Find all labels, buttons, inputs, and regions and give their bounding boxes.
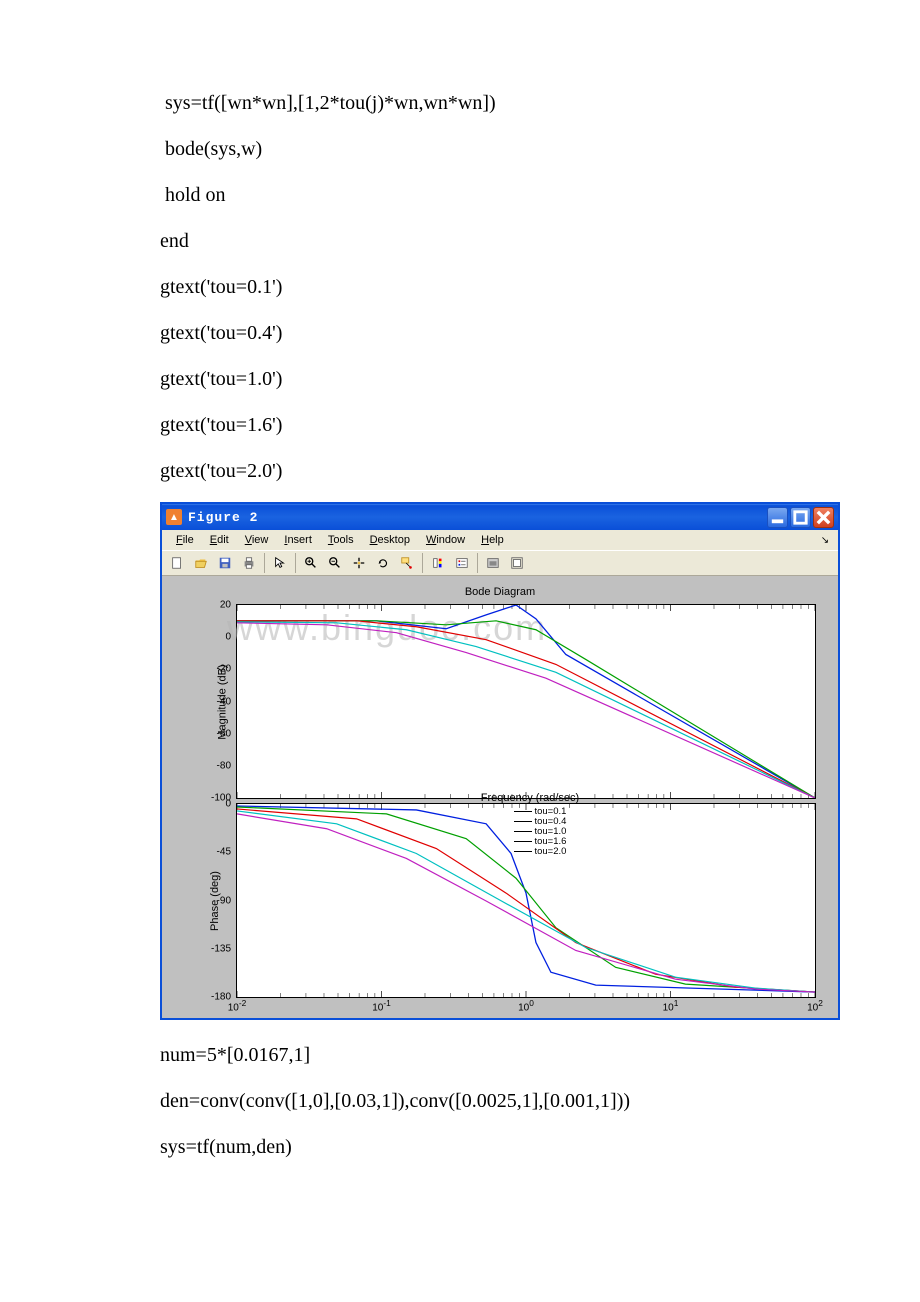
zoom-out-icon[interactable] <box>324 552 346 574</box>
code-line: gtext('tou=1.6') <box>160 402 920 448</box>
colorbar-icon[interactable] <box>427 552 449 574</box>
menu-insert[interactable]: Insert <box>276 532 320 548</box>
annotation-tou-2-0: tou=2.0 <box>514 846 566 857</box>
figure-window: ▲ Figure 2 FileEditViewInsertToolsDeskto… <box>160 502 840 1020</box>
code-line: gtext('tou=1.0') <box>160 356 920 402</box>
menu-bar: FileEditViewInsertToolsDesktopWindowHelp… <box>162 530 838 550</box>
menu-desktop[interactable]: Desktop <box>362 532 418 548</box>
code-line: den=conv(conv([1,0],[0.03,1]),conv([0.00… <box>160 1078 920 1124</box>
code-line: num=5*[0.0167,1] <box>160 1032 920 1078</box>
menu-file[interactable]: File <box>168 532 202 548</box>
xtick: 102 <box>807 998 823 1013</box>
print-icon[interactable] <box>238 552 260 574</box>
pan-icon[interactable] <box>348 552 370 574</box>
xlabel: Frequency (rad/sec) <box>236 792 824 804</box>
magnitude-plot: Magnitude (dB) www.bingdoc.com 200-20-40… <box>236 604 816 799</box>
arrow-icon[interactable] <box>269 552 291 574</box>
xtick: 101 <box>663 998 679 1013</box>
save-icon[interactable] <box>214 552 236 574</box>
xtick: 10-2 <box>228 998 247 1013</box>
xtick: 100 <box>518 998 534 1013</box>
code-line: bode(sys,w) <box>160 126 920 172</box>
hide-icon[interactable] <box>482 552 504 574</box>
ytick: -180 <box>201 992 231 1003</box>
code-line: sys=tf(num,den) <box>160 1124 920 1170</box>
ytick: -40 <box>201 696 231 707</box>
window-title: Figure 2 <box>188 510 767 525</box>
toolbar <box>162 550 838 576</box>
menu-edit[interactable]: Edit <box>202 532 237 548</box>
maximize-button[interactable] <box>790 507 811 528</box>
menu-view[interactable]: View <box>237 532 277 548</box>
phase-plot: Phase (deg) 0-45-90-135-18010-210-110010… <box>236 803 816 998</box>
ytick: -80 <box>201 760 231 771</box>
minimize-button[interactable] <box>767 507 788 528</box>
rotate-icon[interactable] <box>372 552 394 574</box>
menu-overflow-icon[interactable]: ↘ <box>818 533 832 547</box>
ytick: -20 <box>201 664 231 675</box>
ytick: -45 <box>201 847 231 858</box>
code-line: gtext('tou=2.0') <box>160 448 920 494</box>
code-line: sys=tf([wn*wn],[1,2*tou(j)*wn,wn*wn]) <box>160 80 920 126</box>
plot-area: Bode Diagram Magnitude (dB) www.bingdoc.… <box>162 576 838 1018</box>
menu-tools[interactable]: Tools <box>320 532 362 548</box>
ytick: 0 <box>201 799 231 810</box>
title-bar[interactable]: ▲ Figure 2 <box>162 504 838 530</box>
menu-help[interactable]: Help <box>473 532 512 548</box>
ytick: 20 <box>201 600 231 611</box>
code-line: end <box>160 218 920 264</box>
new-icon[interactable] <box>166 552 188 574</box>
close-button[interactable] <box>813 507 834 528</box>
ytick: -90 <box>201 895 231 906</box>
code-line: gtext('tou=0.1') <box>160 264 920 310</box>
ytick: -60 <box>201 728 231 739</box>
xtick: 10-1 <box>372 998 391 1013</box>
plot-title: Bode Diagram <box>176 586 824 598</box>
menu-window[interactable]: Window <box>418 532 473 548</box>
matlab-figure-icon: ▲ <box>166 509 182 525</box>
open-icon[interactable] <box>190 552 212 574</box>
dock-icon[interactable] <box>506 552 528 574</box>
code-line: hold on <box>160 172 920 218</box>
ytick: -135 <box>201 943 231 954</box>
ytick: 0 <box>201 632 231 643</box>
legend-icon[interactable] <box>451 552 473 574</box>
datatip-icon[interactable] <box>396 552 418 574</box>
code-line: gtext('tou=0.4') <box>160 310 920 356</box>
zoom-in-icon[interactable] <box>300 552 322 574</box>
